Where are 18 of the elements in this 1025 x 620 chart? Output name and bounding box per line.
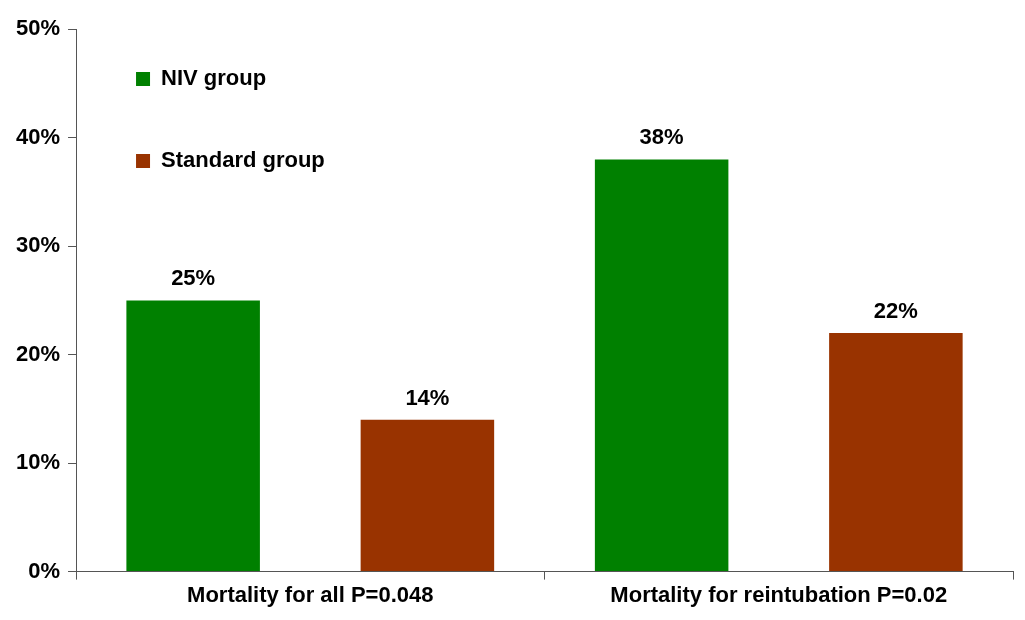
y-tick-label: 40%: [15, 123, 61, 149]
bar: [126, 300, 260, 572]
data-label: 25%: [171, 265, 216, 291]
legend-label: NIV group: [161, 65, 267, 91]
bar: [829, 332, 963, 572]
y-tick-label: 20%: [15, 340, 61, 366]
data-label: 14%: [405, 384, 450, 410]
data-label: 22%: [873, 298, 918, 324]
x-tick-label: Mortality for all P=0.048: [187, 581, 434, 607]
legend-label: Standard group: [161, 147, 325, 173]
y-tick-label: 50%: [15, 15, 61, 41]
y-tick-label: 10%: [15, 449, 61, 475]
x-tick-label: Mortality for reintubation P=0.02: [610, 581, 948, 607]
data-label: 38%: [639, 124, 684, 150]
bar: [594, 159, 729, 572]
y-tick-label: 0%: [28, 557, 61, 583]
bar: [360, 419, 495, 572]
y-tick-label: 30%: [15, 232, 61, 258]
